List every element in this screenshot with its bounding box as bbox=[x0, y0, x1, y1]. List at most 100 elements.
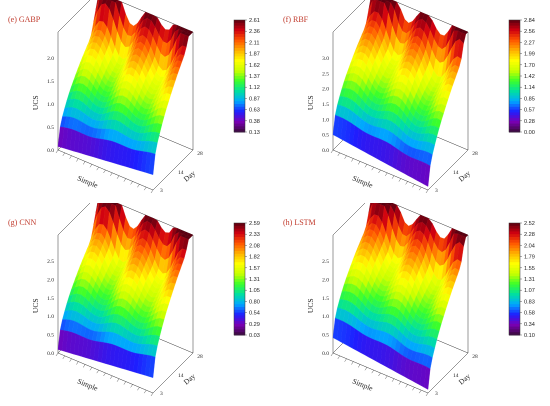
colorbar-segment bbox=[234, 118, 245, 122]
z-axis-ticks: 0.0 0.5 1.0 1.5 2.0 2.5 bbox=[47, 259, 54, 357]
surface-facet bbox=[423, 366, 431, 390]
colorbar-tick-label: 1.31 bbox=[249, 277, 260, 283]
colorbar-tick-label: 2.52 bbox=[524, 221, 535, 227]
surface-facet bbox=[148, 152, 156, 175]
x-tick bbox=[412, 387, 415, 391]
colorbar-tick-label: 1.62 bbox=[249, 63, 260, 69]
x-tick bbox=[398, 178, 402, 182]
colorbar-segment bbox=[509, 92, 520, 97]
colorbar-segment bbox=[509, 318, 520, 322]
colorbar-segment bbox=[234, 104, 245, 108]
colorbar-segment bbox=[234, 95, 245, 99]
colorbar-segment bbox=[509, 87, 520, 91]
x-tick bbox=[330, 352, 334, 357]
colorbar-tick-label: 0.03 bbox=[249, 333, 260, 339]
y-tick-label: 14 bbox=[178, 170, 184, 176]
x-tick bbox=[405, 384, 408, 388]
colorbar-segment bbox=[234, 53, 245, 57]
x-tick bbox=[137, 184, 140, 188]
colorbar-tick-label: 1.57 bbox=[249, 266, 260, 272]
colorbar-segment bbox=[234, 323, 245, 328]
x-tick bbox=[425, 392, 429, 397]
colorbar: 2.61 2.36 2.11 1.87 1.62 1.37 1.12 0.87 0.63 0.38… bbox=[233, 18, 260, 136]
surface-plot-rbf: 0.0 0.5 1.0 1.5 2.0 2.5 3.0 UCS Simple 3 14 28 Day 2.… bbox=[283, 0, 535, 194]
colorbar-segment bbox=[509, 239, 520, 244]
colorbar-segment bbox=[234, 312, 245, 316]
colorbar-segment bbox=[234, 76, 245, 80]
x-axis-label: Simple bbox=[351, 377, 375, 394]
x-tick bbox=[110, 172, 113, 176]
colorbar-segment bbox=[234, 284, 245, 288]
colorbar-segment bbox=[234, 48, 245, 52]
y-axis-label: Day bbox=[457, 371, 473, 386]
colorbar-tick-label: 2.08 bbox=[249, 243, 260, 249]
colorbar-tick-label: 1.79 bbox=[524, 255, 535, 261]
colorbar-tick-label: 0.80 bbox=[249, 299, 260, 305]
colorbar-segment bbox=[509, 64, 520, 69]
colorbar-segment bbox=[509, 34, 520, 38]
colorbar-segment bbox=[234, 304, 245, 308]
colorbar-segment bbox=[234, 112, 245, 116]
colorbar-segment bbox=[234, 273, 245, 277]
x-tick bbox=[82, 161, 86, 165]
colorbar-segment bbox=[509, 45, 520, 49]
x-tick bbox=[371, 370, 374, 374]
z-tick-label: 1.0 bbox=[322, 314, 329, 320]
colorbar-tick-label: 2.11 bbox=[249, 40, 259, 46]
colorbar-tick-label: 0.13 bbox=[249, 130, 260, 136]
colorbar-segment bbox=[509, 98, 520, 102]
colorbar-segment bbox=[234, 92, 245, 97]
x-tick bbox=[385, 172, 388, 176]
x-tick bbox=[123, 178, 127, 182]
x-tick bbox=[62, 152, 65, 156]
z-axis-label: UCS bbox=[31, 96, 40, 111]
colorbar-segment bbox=[509, 253, 520, 258]
colorbar-tick-label: 1.42 bbox=[524, 74, 535, 80]
colorbar-segment bbox=[234, 231, 245, 235]
x-tick bbox=[419, 390, 422, 394]
colorbar-segment bbox=[234, 253, 245, 258]
colorbar-segment bbox=[234, 20, 245, 24]
z-tick-label: 2.5 bbox=[322, 71, 329, 77]
z-tick-label: 3.0 bbox=[322, 56, 329, 62]
colorbar-segment bbox=[234, 267, 245, 272]
colorbar-segment bbox=[509, 129, 520, 133]
colorbar-segment bbox=[234, 50, 245, 55]
colorbar-segment bbox=[509, 126, 520, 130]
x-tick bbox=[130, 181, 133, 185]
z-tick-label: 0.0 bbox=[47, 148, 54, 154]
colorbar-tick-label: 0.10 bbox=[524, 333, 535, 339]
colorbar-segment bbox=[234, 276, 245, 280]
x-axis-label: Simple bbox=[351, 174, 375, 191]
colorbar-segment bbox=[234, 279, 245, 283]
x-tick bbox=[69, 358, 72, 362]
colorbar-segment bbox=[509, 104, 520, 108]
x-tick bbox=[385, 375, 388, 379]
z-axis-ticks: 0.0 0.5 1.0 1.5 2.0 2.5 3.0 bbox=[322, 56, 329, 154]
colorbar-segment bbox=[509, 321, 520, 325]
colorbar-tick-label: 0.58 bbox=[524, 311, 535, 317]
colorbar-segment bbox=[509, 279, 520, 283]
z-tick-label: 1.5 bbox=[322, 296, 329, 302]
colorbar-segment bbox=[509, 276, 520, 280]
z-tick-label: 1.5 bbox=[322, 102, 329, 108]
z-tick-label: 2.0 bbox=[322, 87, 329, 93]
colorbar-tick-label: 2.59 bbox=[249, 221, 260, 227]
z-tick-label: 2.5 bbox=[47, 259, 54, 265]
x-tick bbox=[419, 187, 422, 191]
colorbar-tick-label: 0.85 bbox=[524, 96, 535, 102]
colorbar-segment bbox=[509, 120, 520, 125]
colorbar-segment bbox=[509, 62, 520, 66]
x-tick bbox=[378, 372, 381, 377]
colorbar-segment bbox=[509, 56, 520, 60]
colorbar-segment bbox=[234, 115, 245, 119]
colorbar-segment bbox=[509, 312, 520, 316]
colorbar-tick-label: 0.34 bbox=[524, 322, 535, 328]
x-tick bbox=[344, 358, 347, 362]
colorbar-segment bbox=[234, 237, 245, 241]
y-tick-label: 14 bbox=[453, 373, 459, 379]
x-axis-label: Simple bbox=[76, 174, 100, 191]
colorbar-segment bbox=[509, 237, 520, 241]
z-tick-label: 0.5 bbox=[322, 133, 329, 139]
x-tick bbox=[69, 155, 72, 159]
